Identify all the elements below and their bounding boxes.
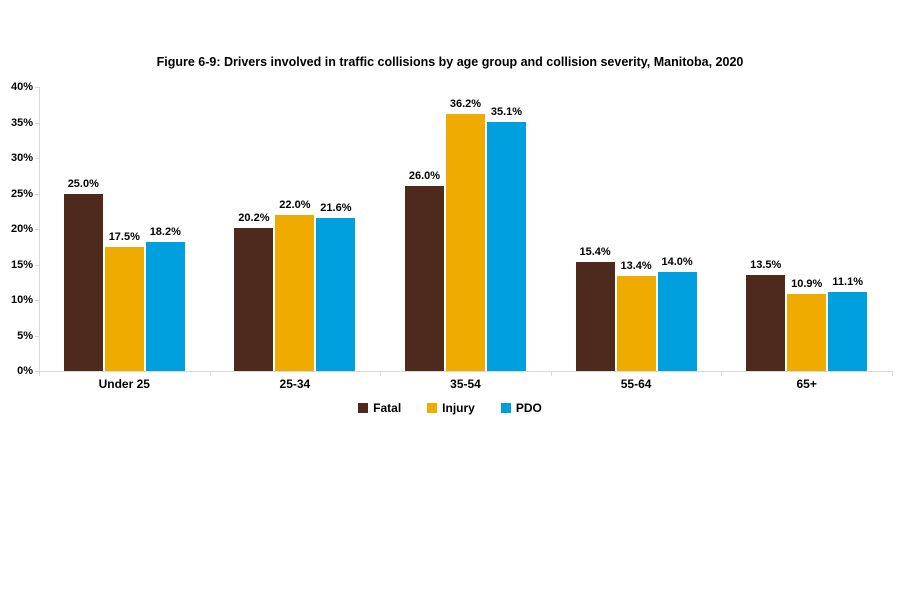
legend-swatch-injury <box>427 403 438 413</box>
bar-data-label: 13.4% <box>620 259 652 272</box>
bar-data-label: 26.0% <box>408 170 441 183</box>
bar-data-label: 22.0% <box>279 198 311 211</box>
y-axis-tick <box>35 229 39 230</box>
bar-injury <box>787 293 827 371</box>
bar-pdo <box>145 241 185 371</box>
y-axis-tick <box>35 158 39 159</box>
y-axis-tick-label: 35% <box>10 116 33 129</box>
y-axis-tick-label: 40% <box>10 81 33 93</box>
chart-title: Figure 6-9: Drivers involved in traffic … <box>156 55 744 69</box>
bar-data-label: 36.2% <box>449 97 482 110</box>
bar-fatal <box>234 227 274 371</box>
bar-data-label: 15.4% <box>579 245 611 258</box>
bar-data-label: 35.1% <box>490 105 523 118</box>
y-axis-tick <box>35 371 39 372</box>
legend-swatch-pdo <box>500 403 511 413</box>
y-axis-tick <box>35 87 39 88</box>
bar-fatal <box>405 186 444 371</box>
category-label: 35-54 <box>450 377 481 391</box>
x-axis-tick <box>892 372 893 376</box>
legend-item-fatal: Fatal <box>358 401 401 415</box>
y-axis-line <box>39 87 40 372</box>
x-axis-tick <box>550 372 552 376</box>
bar-data-label: 11.1% <box>832 276 863 289</box>
x-axis-tick <box>721 372 723 376</box>
bar-fatal <box>575 261 615 371</box>
legend-item-injury: Injury <box>427 401 475 415</box>
legend-label: Injury <box>442 401 475 415</box>
category-label: Under 25 <box>98 377 150 391</box>
x-axis-line <box>39 371 893 372</box>
bar-fatal <box>746 275 786 371</box>
category-label: 25-34 <box>279 377 311 391</box>
bar-data-label: 13.5% <box>750 259 782 272</box>
bar-data-label: 20.2% <box>238 211 270 224</box>
bar-data-label: 10.9% <box>791 277 823 290</box>
y-axis-tick <box>35 122 39 124</box>
bar-pdo <box>487 121 526 371</box>
bar-injury <box>104 246 144 371</box>
x-axis-tick <box>209 372 211 376</box>
legend-label: PDO <box>515 401 542 415</box>
bar-data-label: 17.5% <box>108 230 140 243</box>
y-axis-tick-label: 5% <box>17 329 33 342</box>
bar-pdo <box>316 217 356 371</box>
bar-injury <box>616 275 656 371</box>
category-label: 55-64 <box>620 377 652 391</box>
bar-data-label: 14.0% <box>661 255 693 268</box>
y-axis-tick-label: 30% <box>10 152 33 164</box>
y-axis-tick <box>35 335 39 337</box>
y-axis-tick-label: 0% <box>17 365 33 377</box>
bar-pdo <box>828 292 868 371</box>
x-axis-tick <box>39 372 40 376</box>
y-axis-tick-label: 25% <box>10 187 33 200</box>
y-axis-tick-label: 10% <box>10 294 33 306</box>
legend-item-pdo: PDO <box>500 401 542 415</box>
bar-data-label: 21.6% <box>320 201 352 214</box>
legend: Fatal Injury PDO <box>0 401 900 415</box>
bar-data-label: 18.2% <box>149 225 181 238</box>
bar-data-label: 25.0% <box>67 177 99 190</box>
bar-fatal <box>63 193 103 371</box>
y-axis-tick-label: 20% <box>10 223 33 235</box>
y-axis-tick <box>35 264 39 266</box>
legend-label: Fatal <box>373 401 402 415</box>
legend-swatch-fatal <box>358 403 369 413</box>
category-label: 65+ <box>796 377 817 391</box>
bar-injury <box>275 214 315 371</box>
bar-pdo <box>657 271 697 371</box>
x-axis-tick <box>380 372 382 376</box>
y-axis-tick <box>35 300 39 301</box>
y-axis-tick-label: 15% <box>10 258 33 271</box>
bar-injury <box>446 113 485 371</box>
y-axis-tick <box>35 193 39 195</box>
